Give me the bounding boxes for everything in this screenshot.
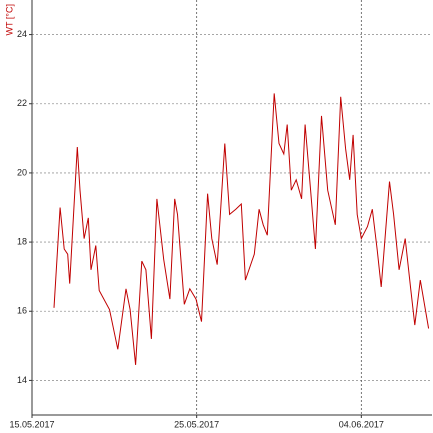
y-axis-label: WT [°C] — [4, 4, 14, 35]
y-tick-label: 20 — [17, 167, 27, 177]
y-tick-label: 24 — [17, 29, 27, 39]
y-tick-label: 14 — [17, 375, 27, 385]
x-tick-label: 15.05.2017 — [9, 419, 54, 429]
data-line — [53, 93, 430, 365]
y-tick-label: 22 — [17, 98, 27, 108]
x-tick-label: 04.06.2017 — [339, 419, 384, 429]
x-tick-label: 25.05.2017 — [174, 419, 219, 429]
y-tick-label: 16 — [17, 306, 27, 316]
y-tick-label: 18 — [17, 236, 27, 246]
